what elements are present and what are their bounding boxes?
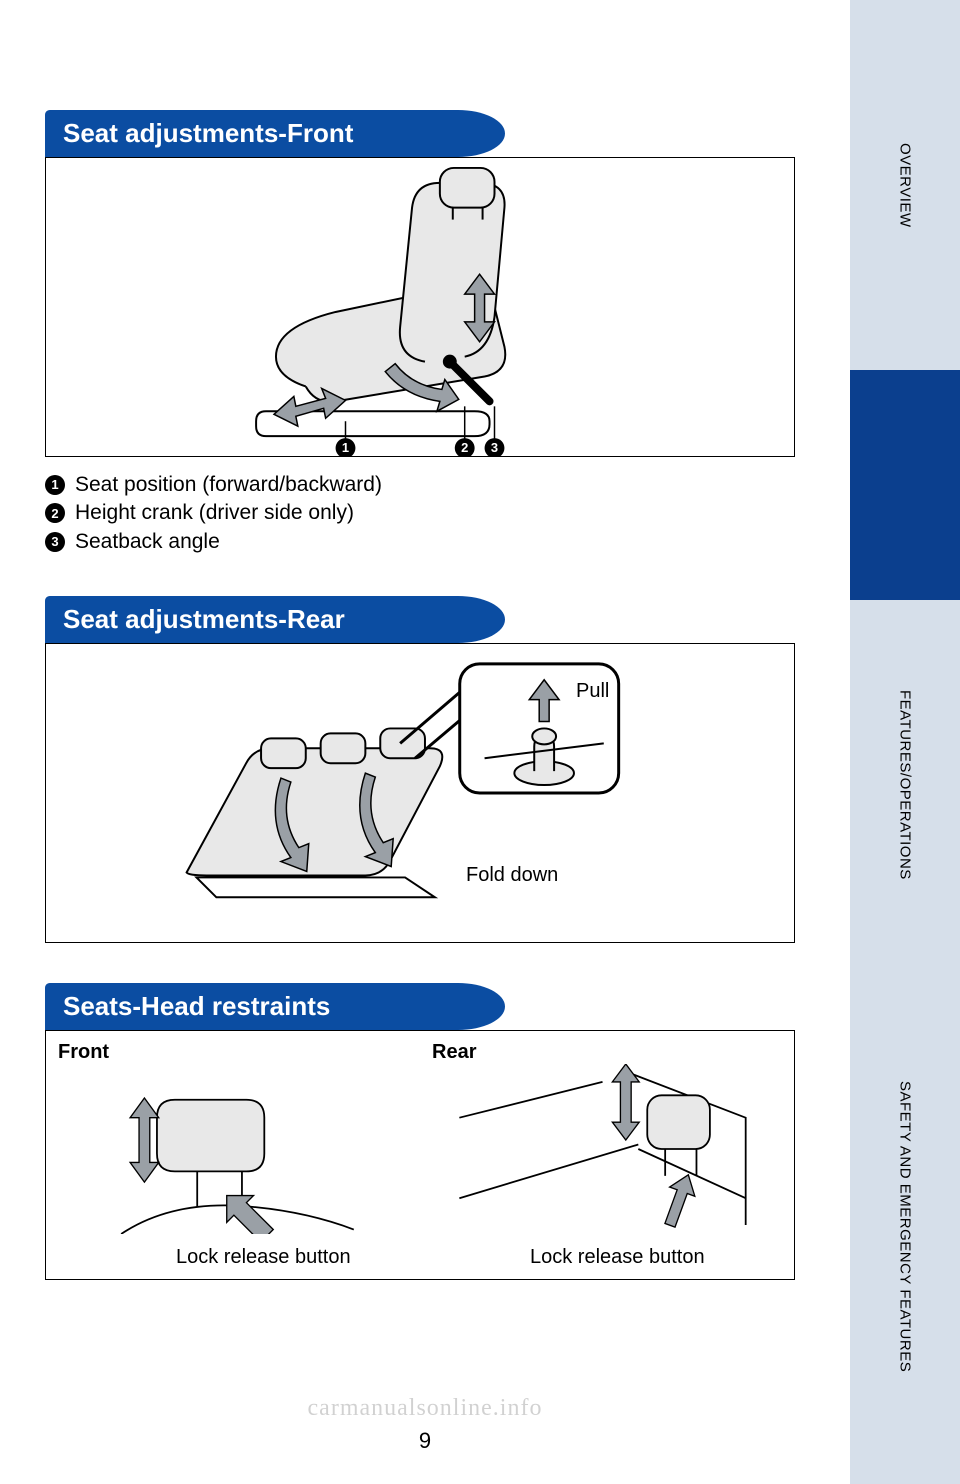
list-item: 3 Seatback angle [45,528,795,556]
side-tab-label: FEATURES/OPERATIONS [897,690,914,880]
label-pull: Pull [576,680,609,703]
item-number-icon: 3 [45,532,65,552]
item-text: Height crank (driver side only) [75,499,354,527]
side-tab-features[interactable]: FEATURES/OPERATIONS [850,600,960,970]
marker-3: 3 [491,440,498,455]
side-tab-label: SAFETY AND EMERGENCY FEATURES [897,1081,914,1372]
side-tab-overview[interactable]: OVERVIEW [850,0,960,370]
side-tab-strip: OVERVIEW FEATURES/OPERATIONS SAFETY AND … [850,0,960,1484]
item-number-icon: 2 [45,503,65,523]
item-text: Seat position (forward/backward) [75,471,382,499]
list-item: 2 Height crank (driver side only) [45,499,795,527]
caption-lock-release-front: Lock release button [176,1246,351,1269]
diagram-front-seat: 1 2 3 [45,157,795,457]
item-text: Seatback angle [75,528,220,556]
section-heading: Seat adjustments-Rear [45,596,505,643]
watermark-text: carmanualsonline.info [0,1395,850,1422]
side-tab-safety[interactable]: SAFETY AND EMERGENCY FEATURES [850,970,960,1484]
diagram-rear-seat: Pull Fold down [45,643,795,943]
headrest-front-panel: Front [46,1031,420,1279]
item-number-icon: 1 [45,475,65,495]
label-fold-down: Fold down [466,864,558,887]
label-rear: Rear [432,1041,782,1064]
section-front-seat: Seat adjustments-Front [45,110,795,556]
front-seat-illustration: 1 2 3 [46,158,794,456]
page-content: Seat adjustments-Front [0,0,850,1484]
front-headrest-illustration [58,1064,408,1234]
marker-1: 1 [342,440,349,455]
section-heading: Seat adjustments-Front [45,110,505,157]
side-tab-label: OVERVIEW [897,143,914,228]
marker-2: 2 [461,440,468,455]
headrest-rear-panel: Rear [420,1031,794,1279]
front-callout-list: 1 Seat position (forward/backward) 2 Hei… [45,471,795,556]
section-heading: Seats-Head restraints [45,983,505,1030]
list-item: 1 Seat position (forward/backward) [45,471,795,499]
section-rear-seat: Seat adjustments-Rear [45,596,795,943]
page-number: 9 [0,1428,850,1454]
rear-seat-illustration [46,644,794,942]
side-tab-active-marker [850,370,960,600]
diagram-head-restraints: Front [45,1030,795,1280]
section-head-restraints: Seats-Head restraints Front [45,983,795,1280]
caption-lock-release-rear: Lock release button [530,1246,705,1269]
label-front: Front [58,1041,408,1064]
rear-headrest-illustration [432,1064,782,1234]
